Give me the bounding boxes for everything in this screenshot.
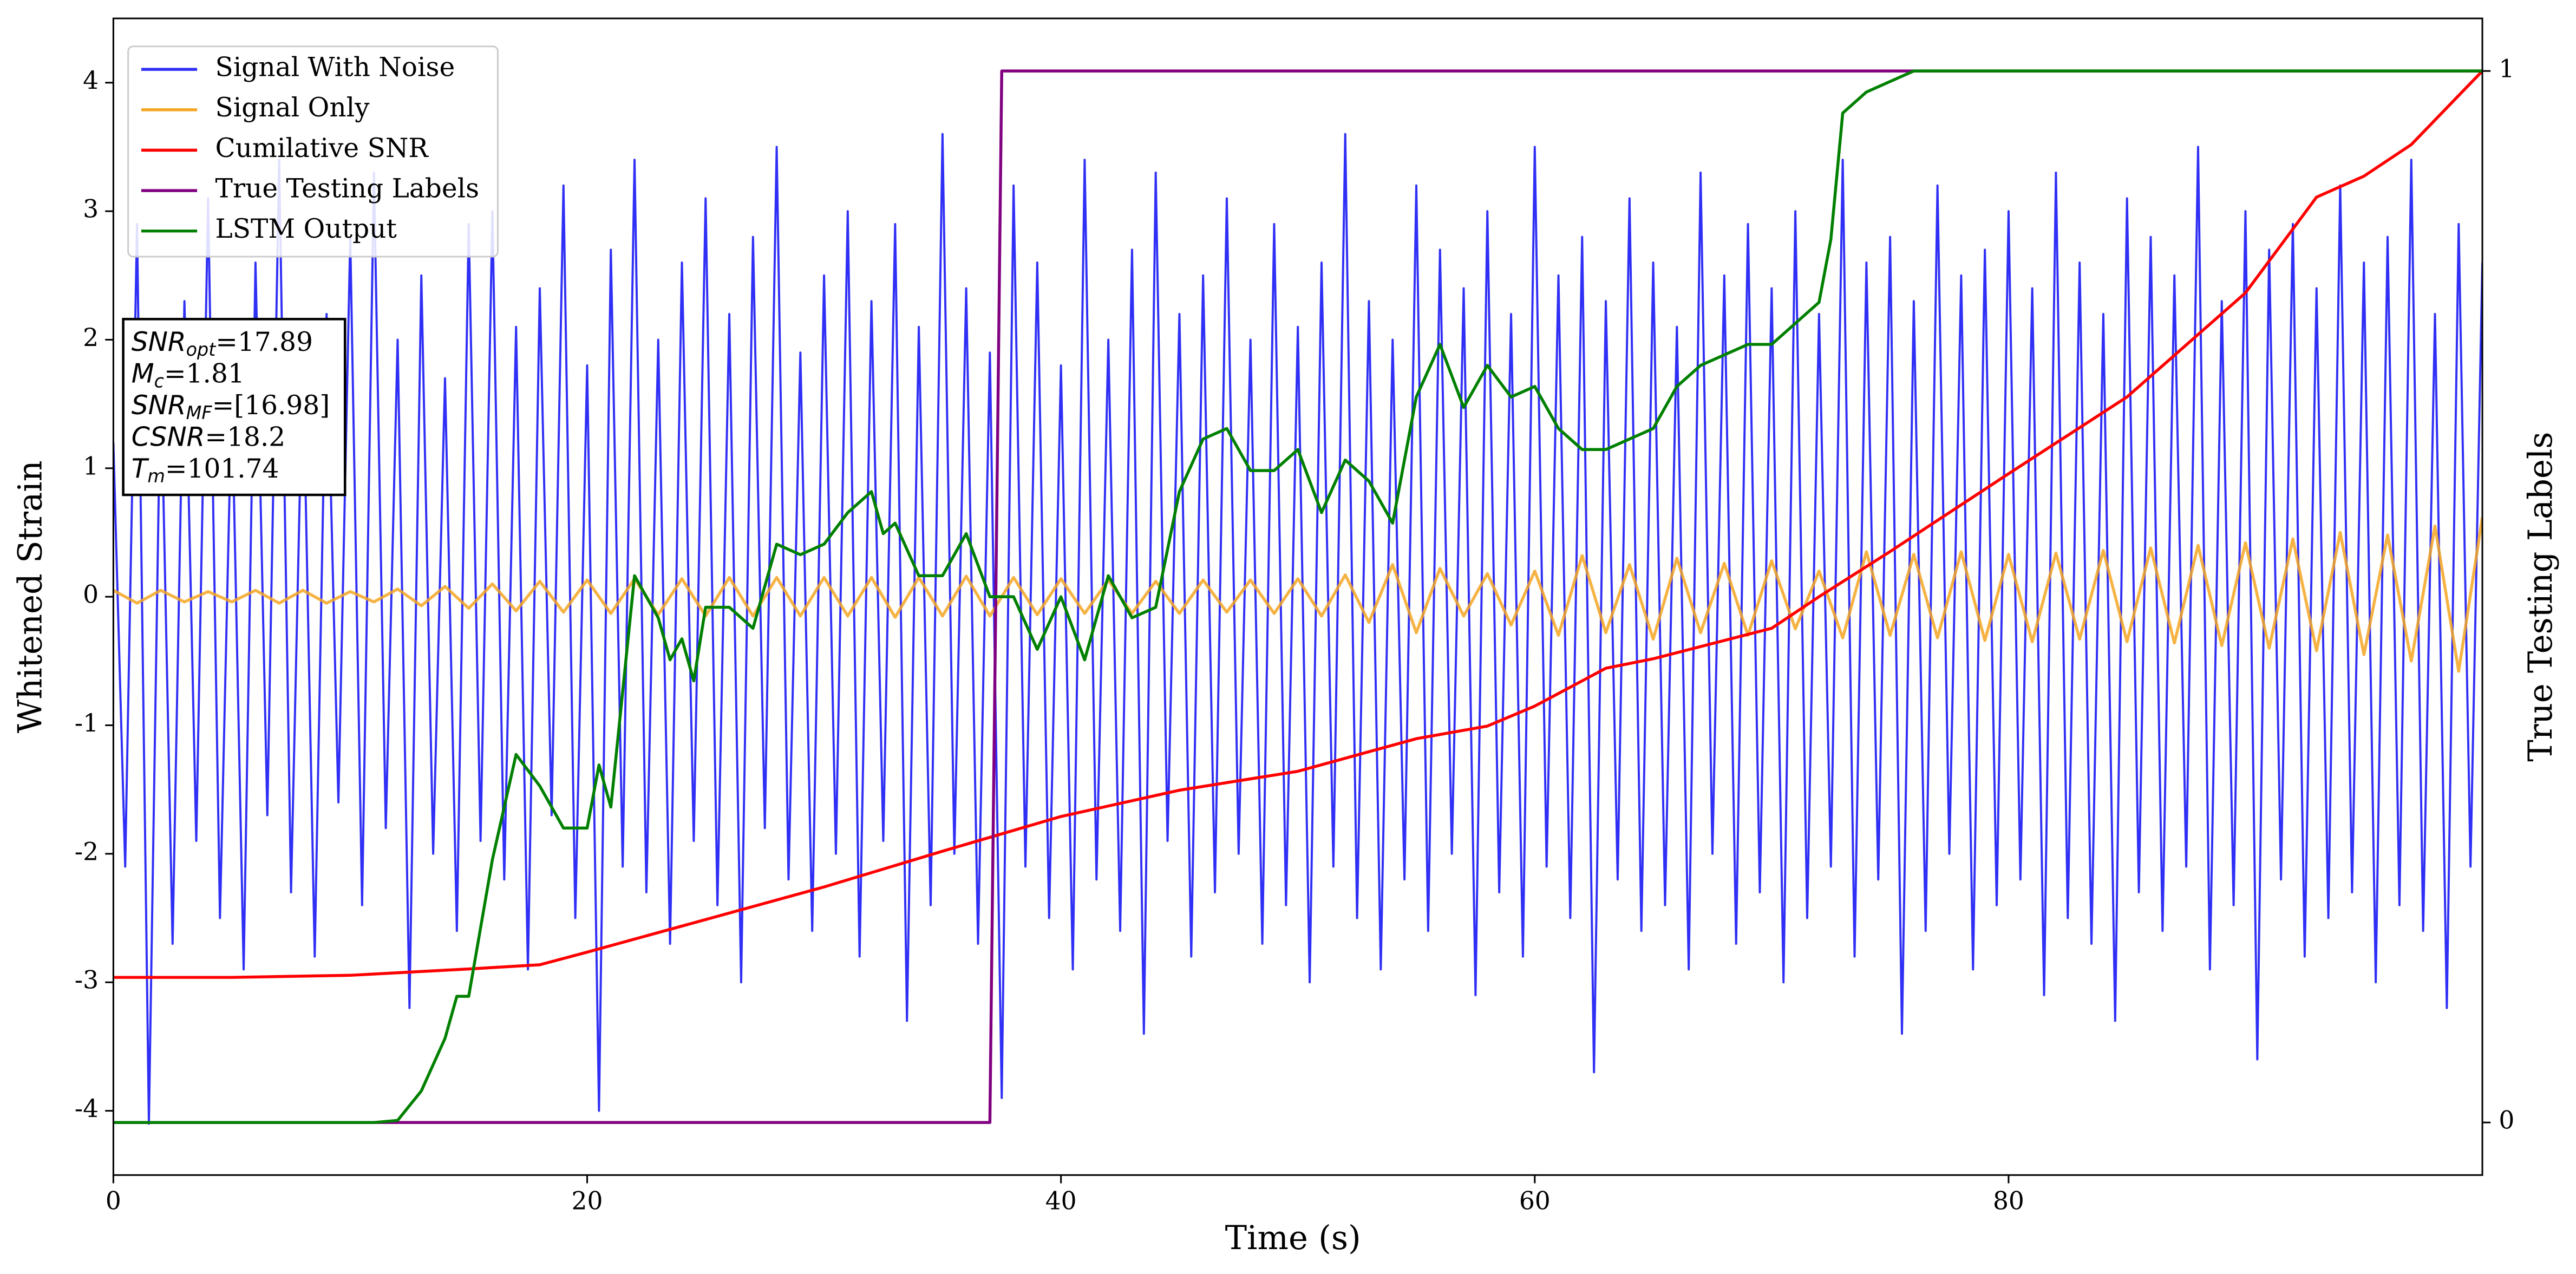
y-tick-label: -2 xyxy=(75,837,99,866)
plot-frame xyxy=(112,17,2483,1176)
y2-tick-label: 0 xyxy=(2499,1106,2514,1135)
y-tick-label: -3 xyxy=(75,966,99,995)
annotation-sub: MF xyxy=(186,402,213,423)
annotation-line: CSNR=18.2 xyxy=(132,422,285,453)
y-tick-label: 3 xyxy=(83,195,99,224)
annotation-sub: c xyxy=(154,370,164,391)
y-tick-label: -4 xyxy=(75,1094,99,1123)
legend-box xyxy=(127,45,499,258)
legend-label: Signal With Noise xyxy=(215,53,455,83)
y-tick-label: 1 xyxy=(83,452,99,480)
legend-label: Cumilative SNR xyxy=(215,133,429,164)
x-tick-label: 60 xyxy=(1519,1186,1551,1215)
annotation-sub: opt xyxy=(186,338,217,360)
annotation-line: Mc=1.81 xyxy=(132,358,245,391)
x-tick-label: 40 xyxy=(1045,1186,1077,1215)
annotation-line: SNRopt=17.89 xyxy=(132,326,313,360)
y2-axis-label: True Testing Labels xyxy=(2522,432,2560,762)
annotation-text: =101.74 xyxy=(165,454,279,484)
annotation-var: CSNR xyxy=(132,422,205,453)
y-tick-label: 4 xyxy=(83,66,99,95)
series-line xyxy=(113,69,2483,1124)
annotation-var: T xyxy=(132,454,149,484)
legend-label: LSTM Output xyxy=(215,214,397,244)
x-tick-label: 20 xyxy=(572,1186,603,1215)
annotation-text: =18.2 xyxy=(205,422,285,452)
y2-tick-label: 1 xyxy=(2499,55,2514,83)
x-tick-label: 0 xyxy=(106,1186,121,1215)
y-tick-label: -1 xyxy=(75,709,99,737)
series-line xyxy=(113,70,2483,979)
annotation-var: SNR xyxy=(132,327,186,357)
legend-label: Signal Only xyxy=(215,93,370,123)
annotation-box xyxy=(122,318,346,496)
series-line xyxy=(113,133,2483,1125)
annotation-text: =17.89 xyxy=(215,326,313,357)
series-line xyxy=(113,517,2483,673)
y-tick-label: 0 xyxy=(83,580,99,609)
legend-label: True Testing Labels xyxy=(215,174,480,204)
y-tick-label: 2 xyxy=(83,323,99,352)
annotation-var: SNR xyxy=(132,390,186,421)
annotation-text: =[16.98] xyxy=(212,390,330,420)
x-axis-label: Time (s) xyxy=(1225,1219,1361,1257)
x-tick-label: 80 xyxy=(1993,1186,2024,1215)
annotation-var: M xyxy=(132,358,154,389)
annotation-line: SNRMF=[16.98] xyxy=(132,390,330,423)
annotation-text: =1.81 xyxy=(164,358,245,389)
annotation-line: Tm=101.74 xyxy=(132,454,279,487)
annotation-sub: m xyxy=(147,466,165,487)
y-axis-label: Whitened Strain xyxy=(11,460,49,733)
